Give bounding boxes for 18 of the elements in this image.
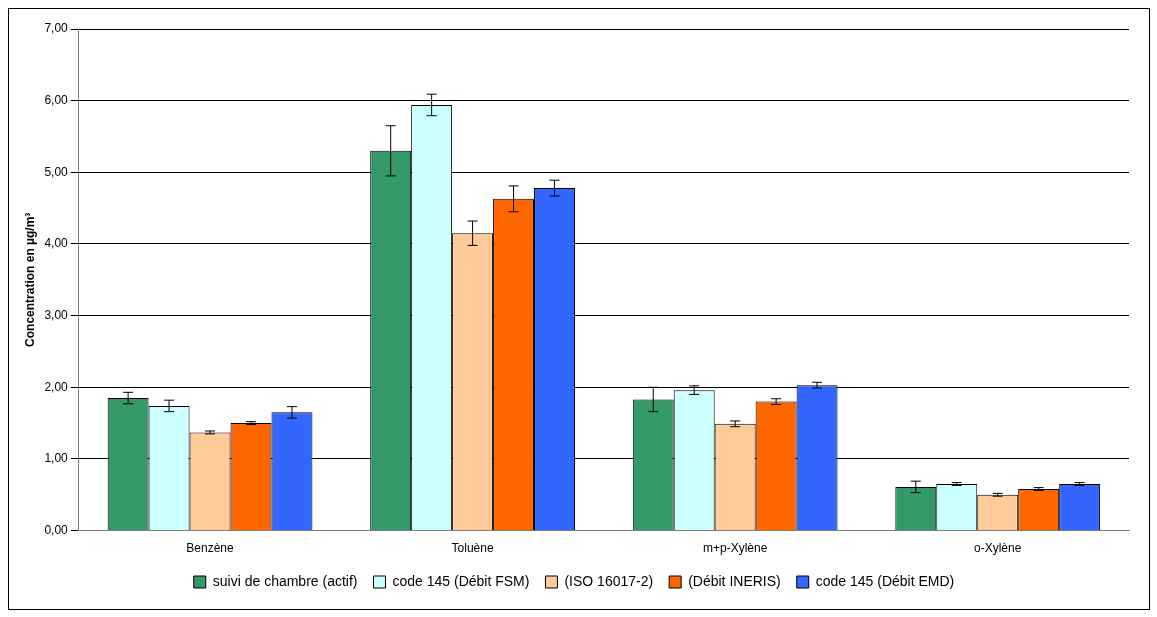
y-axis-title: Concentration en µg/m³ xyxy=(22,212,37,347)
y-tick-label: 7,00 xyxy=(44,21,69,36)
y-tick-label: 4,00 xyxy=(44,236,69,251)
x-tick-label: m+p-Xylène xyxy=(702,541,768,556)
legend-label: code 145 (Débit EMD) xyxy=(815,572,955,589)
legend-label: (Débit INERIS) xyxy=(688,572,781,589)
y-tick-label: 6,00 xyxy=(44,92,69,107)
x-tick-label: Benzène xyxy=(186,541,235,556)
y-tick-label: 5,00 xyxy=(44,164,69,179)
y-tick-label: 3,00 xyxy=(44,307,69,322)
x-tick-label: o-Xylène xyxy=(974,541,1022,556)
legend-label: code 145 (Débit FSM) xyxy=(392,572,530,589)
legend-label: suivi de chambre (actif) xyxy=(212,572,358,589)
y-tick-label: 0,00 xyxy=(44,522,69,537)
y-tick-label: 1,00 xyxy=(44,451,69,466)
y-tick-label: 2,00 xyxy=(44,379,69,394)
legend-label: (ISO 16017-2) xyxy=(564,572,654,589)
x-tick-label: Toluène xyxy=(451,541,494,556)
